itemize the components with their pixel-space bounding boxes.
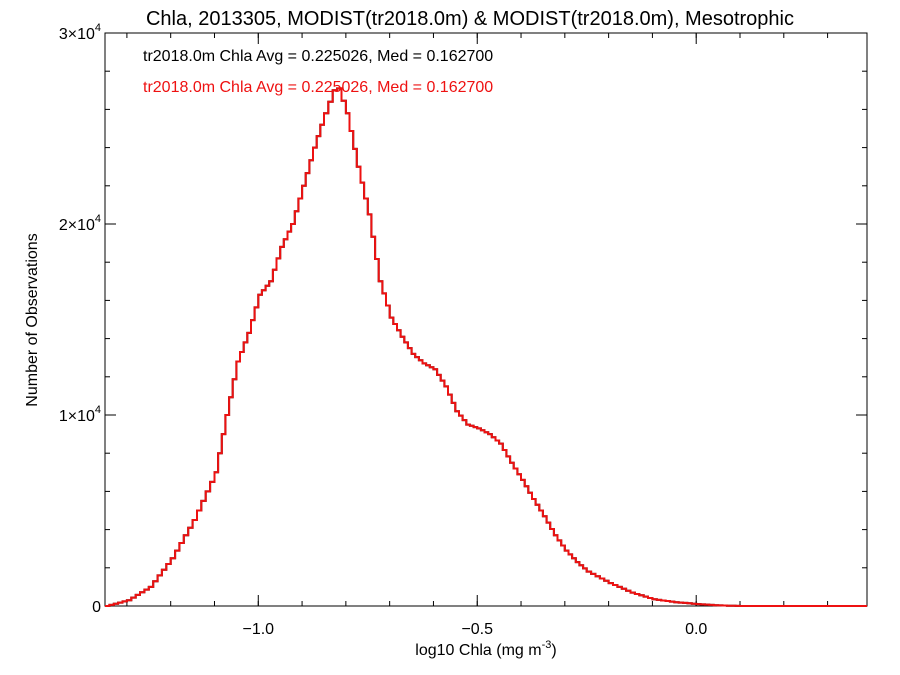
histogram-line-black (105, 87, 867, 607)
y-tick-label: 2×104 (59, 213, 101, 234)
x-tick-label: 0.0 (685, 621, 707, 638)
x-tick-label: −1.0 (242, 621, 274, 638)
annotation-red: tr2018.0m Chla Avg = 0.225026, Med = 0.1… (143, 79, 493, 96)
x-axis-label: log10 Chla (mg m-3) (415, 639, 556, 659)
plot-frame (104, 32, 868, 607)
y-tick-label: 3×104 (59, 22, 101, 43)
x-tick-label: −0.5 (461, 621, 493, 638)
y-axis-label: Number of Observations (24, 233, 41, 406)
annotation-black: tr2018.0m Chla Avg = 0.225026, Med = 0.1… (143, 48, 493, 65)
plot-area: −1.0 −0.5 0.0 0 1×104 2×104 3×104 (59, 22, 868, 638)
y-tick-label: 1×104 (59, 404, 101, 425)
chart-title: Chla, 2013305, MODIST(tr2018.0m) & MODIS… (146, 8, 794, 30)
y-tick-label: 0 (92, 599, 101, 616)
histogram-line-red (105, 87, 867, 607)
